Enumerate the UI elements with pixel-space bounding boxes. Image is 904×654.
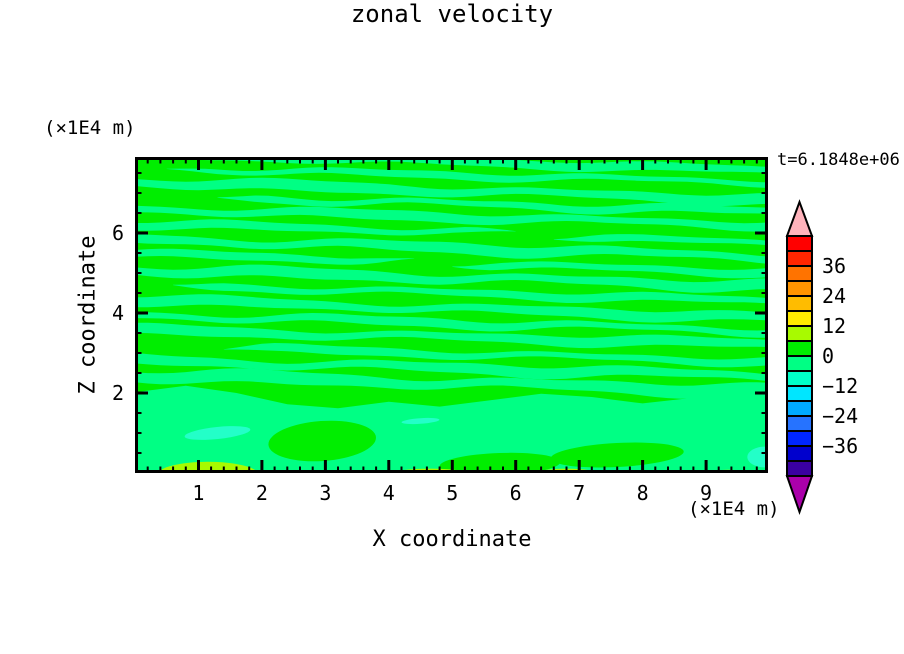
plot-title: zonal velocity (350, 0, 554, 28)
x-tick-label: 7 (573, 481, 586, 505)
colorbar (785, 199, 814, 516)
colorbar-tick-label: 12 (822, 314, 847, 338)
x-tick-label: 6 (509, 481, 522, 505)
colorbar-tick-label: 36 (822, 254, 847, 278)
z-axis-title: Z coordinate (75, 235, 101, 395)
x-tick-label: 5 (446, 481, 459, 505)
x-tick-label: 3 (319, 481, 332, 505)
z-tick-label: 2 (111, 381, 124, 405)
contour-plot-area (135, 157, 768, 473)
x-tick-label: 4 (382, 481, 395, 505)
time-annotation: t=6.1848e+06 (777, 150, 900, 170)
colorbar-tick-label: −24 (822, 404, 859, 428)
x-tick-label: 2 (255, 481, 268, 505)
x-axis-title: X coordinate (372, 527, 532, 552)
z-tick-label: 6 (111, 221, 124, 245)
colorbar-tick-label: −36 (822, 434, 859, 458)
z-tick-label: 4 (111, 301, 124, 325)
colorbar-tick-label: 24 (822, 284, 847, 308)
x-tick-label: 8 (636, 481, 649, 505)
x-tick-label: 9 (700, 481, 713, 505)
z-axis-unit-label: (×1E4 m) (44, 117, 136, 139)
colorbar-tick-label: −12 (822, 374, 859, 398)
colorbar-tick-label: 0 (822, 344, 835, 368)
x-axis-unit-label: (×1E4 m) (688, 498, 780, 520)
x-tick-label: 1 (192, 481, 205, 505)
